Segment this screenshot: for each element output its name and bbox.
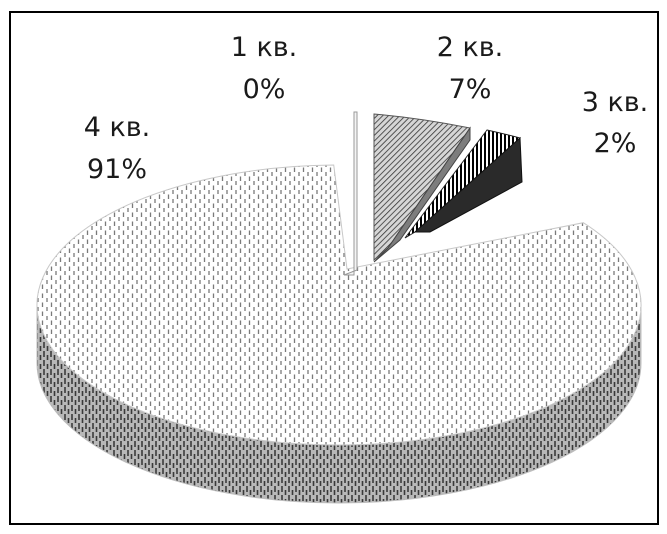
slice-2-category-label: 2 кв. xyxy=(437,32,504,63)
slice-2 xyxy=(373,113,471,263)
slice-2-percent-label: 7% xyxy=(449,74,492,105)
slice-4-percent-label: 91% xyxy=(87,154,147,185)
slice-4-top xyxy=(36,164,642,446)
slice-3 xyxy=(404,129,523,239)
slice-3-percent-label: 2% xyxy=(594,128,637,159)
slice-4 xyxy=(36,164,642,504)
slice-3-side xyxy=(413,136,523,233)
slice-3-category-label: 3 кв. xyxy=(582,87,649,118)
slice-4-category-label: 4 кв. xyxy=(84,112,151,143)
slice-2-side xyxy=(373,126,471,263)
slice-1-category-label: 1 кв. xyxy=(231,32,298,63)
slice-1 xyxy=(343,111,358,276)
slice-1-percent-label: 0% xyxy=(243,74,286,105)
